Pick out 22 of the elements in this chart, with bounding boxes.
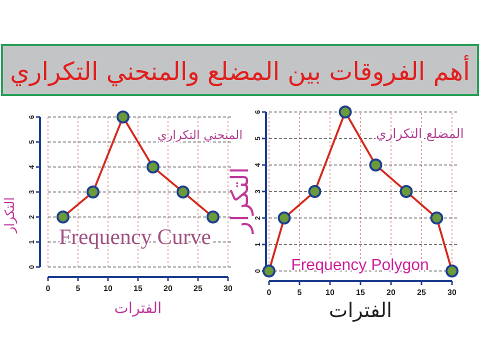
x-tick-label: 20: [386, 288, 396, 297]
x-tick-label: 30: [224, 284, 233, 293]
x-tick-label: 30: [448, 288, 457, 297]
x-tick-label: 5: [297, 288, 302, 297]
x-tick-label: 15: [134, 284, 143, 293]
annotation: المنحني التكراري: [157, 128, 243, 142]
x-tick-label: 15: [356, 288, 366, 297]
x-axis-title: الفترات: [114, 299, 162, 317]
x-axis-title: الفترات: [328, 298, 392, 322]
x-tick-label: 0: [46, 284, 51, 293]
y-axis-title: التكرار: [3, 197, 18, 234]
chart-title: أهم الفروقات بين المضلع والمنحني التكراري: [10, 55, 470, 87]
x-tick-label: 5: [76, 284, 81, 293]
x-tick-label: 10: [104, 284, 113, 293]
x-tick-label: 10: [326, 288, 335, 297]
annotation: المضلع التكراري: [376, 127, 464, 142]
y-axis-title: التكرار: [226, 167, 254, 234]
x-tick-label: 25: [194, 284, 203, 293]
x-tick-label: 25: [417, 288, 426, 297]
x-tick-label: 20: [164, 284, 173, 293]
x-tick-label: 0: [266, 288, 272, 297]
annotation: Frequency Polygon: [291, 257, 429, 274]
